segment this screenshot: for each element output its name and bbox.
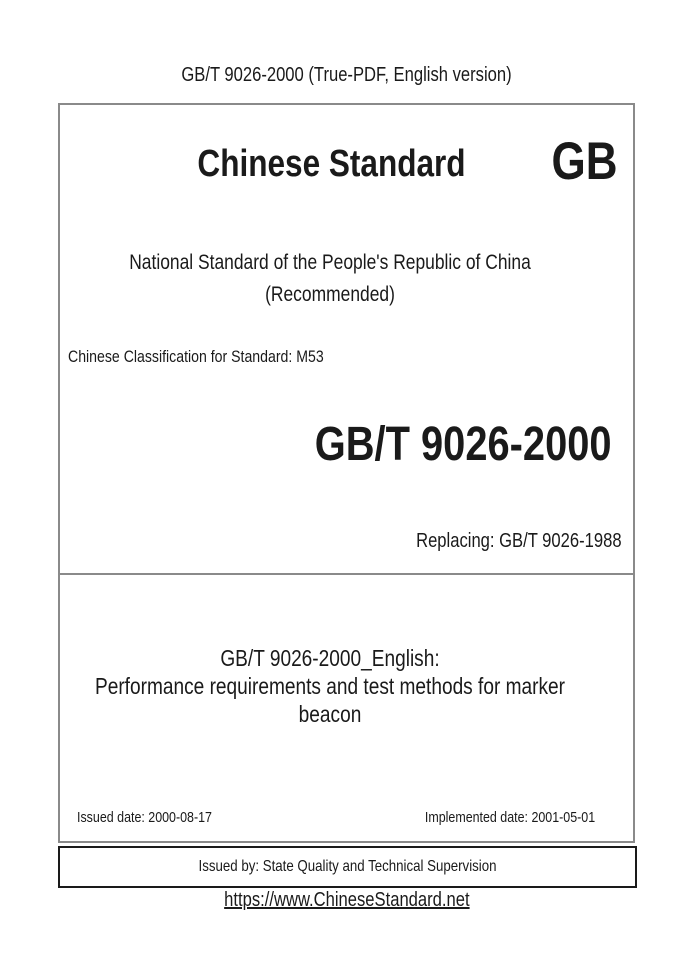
issuer-box: Issued by: State Quality and Technical S… [58, 846, 637, 888]
header-title: GB/T 9026-2000 (True-PDF, English versio… [181, 64, 512, 86]
footer-link-row: https://www.ChineseStandard.net [0, 888, 693, 912]
brand-title: Chinese Standard [197, 143, 466, 185]
section-divider [60, 573, 633, 575]
issued-by-line: Issued by: State Quality and Technical S… [198, 858, 497, 876]
classification-line: Chinese Classification for Standard: M53 [68, 347, 324, 366]
recommended-line: (Recommended) [265, 283, 395, 306]
standard-code: GB/T 9026-2000 [315, 418, 612, 471]
english-title-block: GB/T 9026-2000_English: Performance requ… [81, 644, 579, 728]
issued-date: Issued date: 2000-08-17 [77, 809, 212, 826]
national-standard-line: National Standard of the People's Republ… [129, 251, 531, 274]
national-standard-block: National Standard of the People's Republ… [106, 247, 554, 311]
gb-logo: GB [551, 132, 617, 191]
english-title-body: Performance requirements and test method… [94, 673, 566, 727]
implemented-date: Implemented date: 2001-05-01 [424, 809, 595, 826]
site-link[interactable]: https://www.ChineseStandard.net [223, 889, 470, 911]
english-title-heading: GB/T 9026-2000_English: [220, 645, 440, 671]
replacing-line: Replacing: GB/T 9026-1988 [416, 530, 622, 552]
cover-box: Chinese Standard GB National Standard of… [58, 103, 635, 843]
